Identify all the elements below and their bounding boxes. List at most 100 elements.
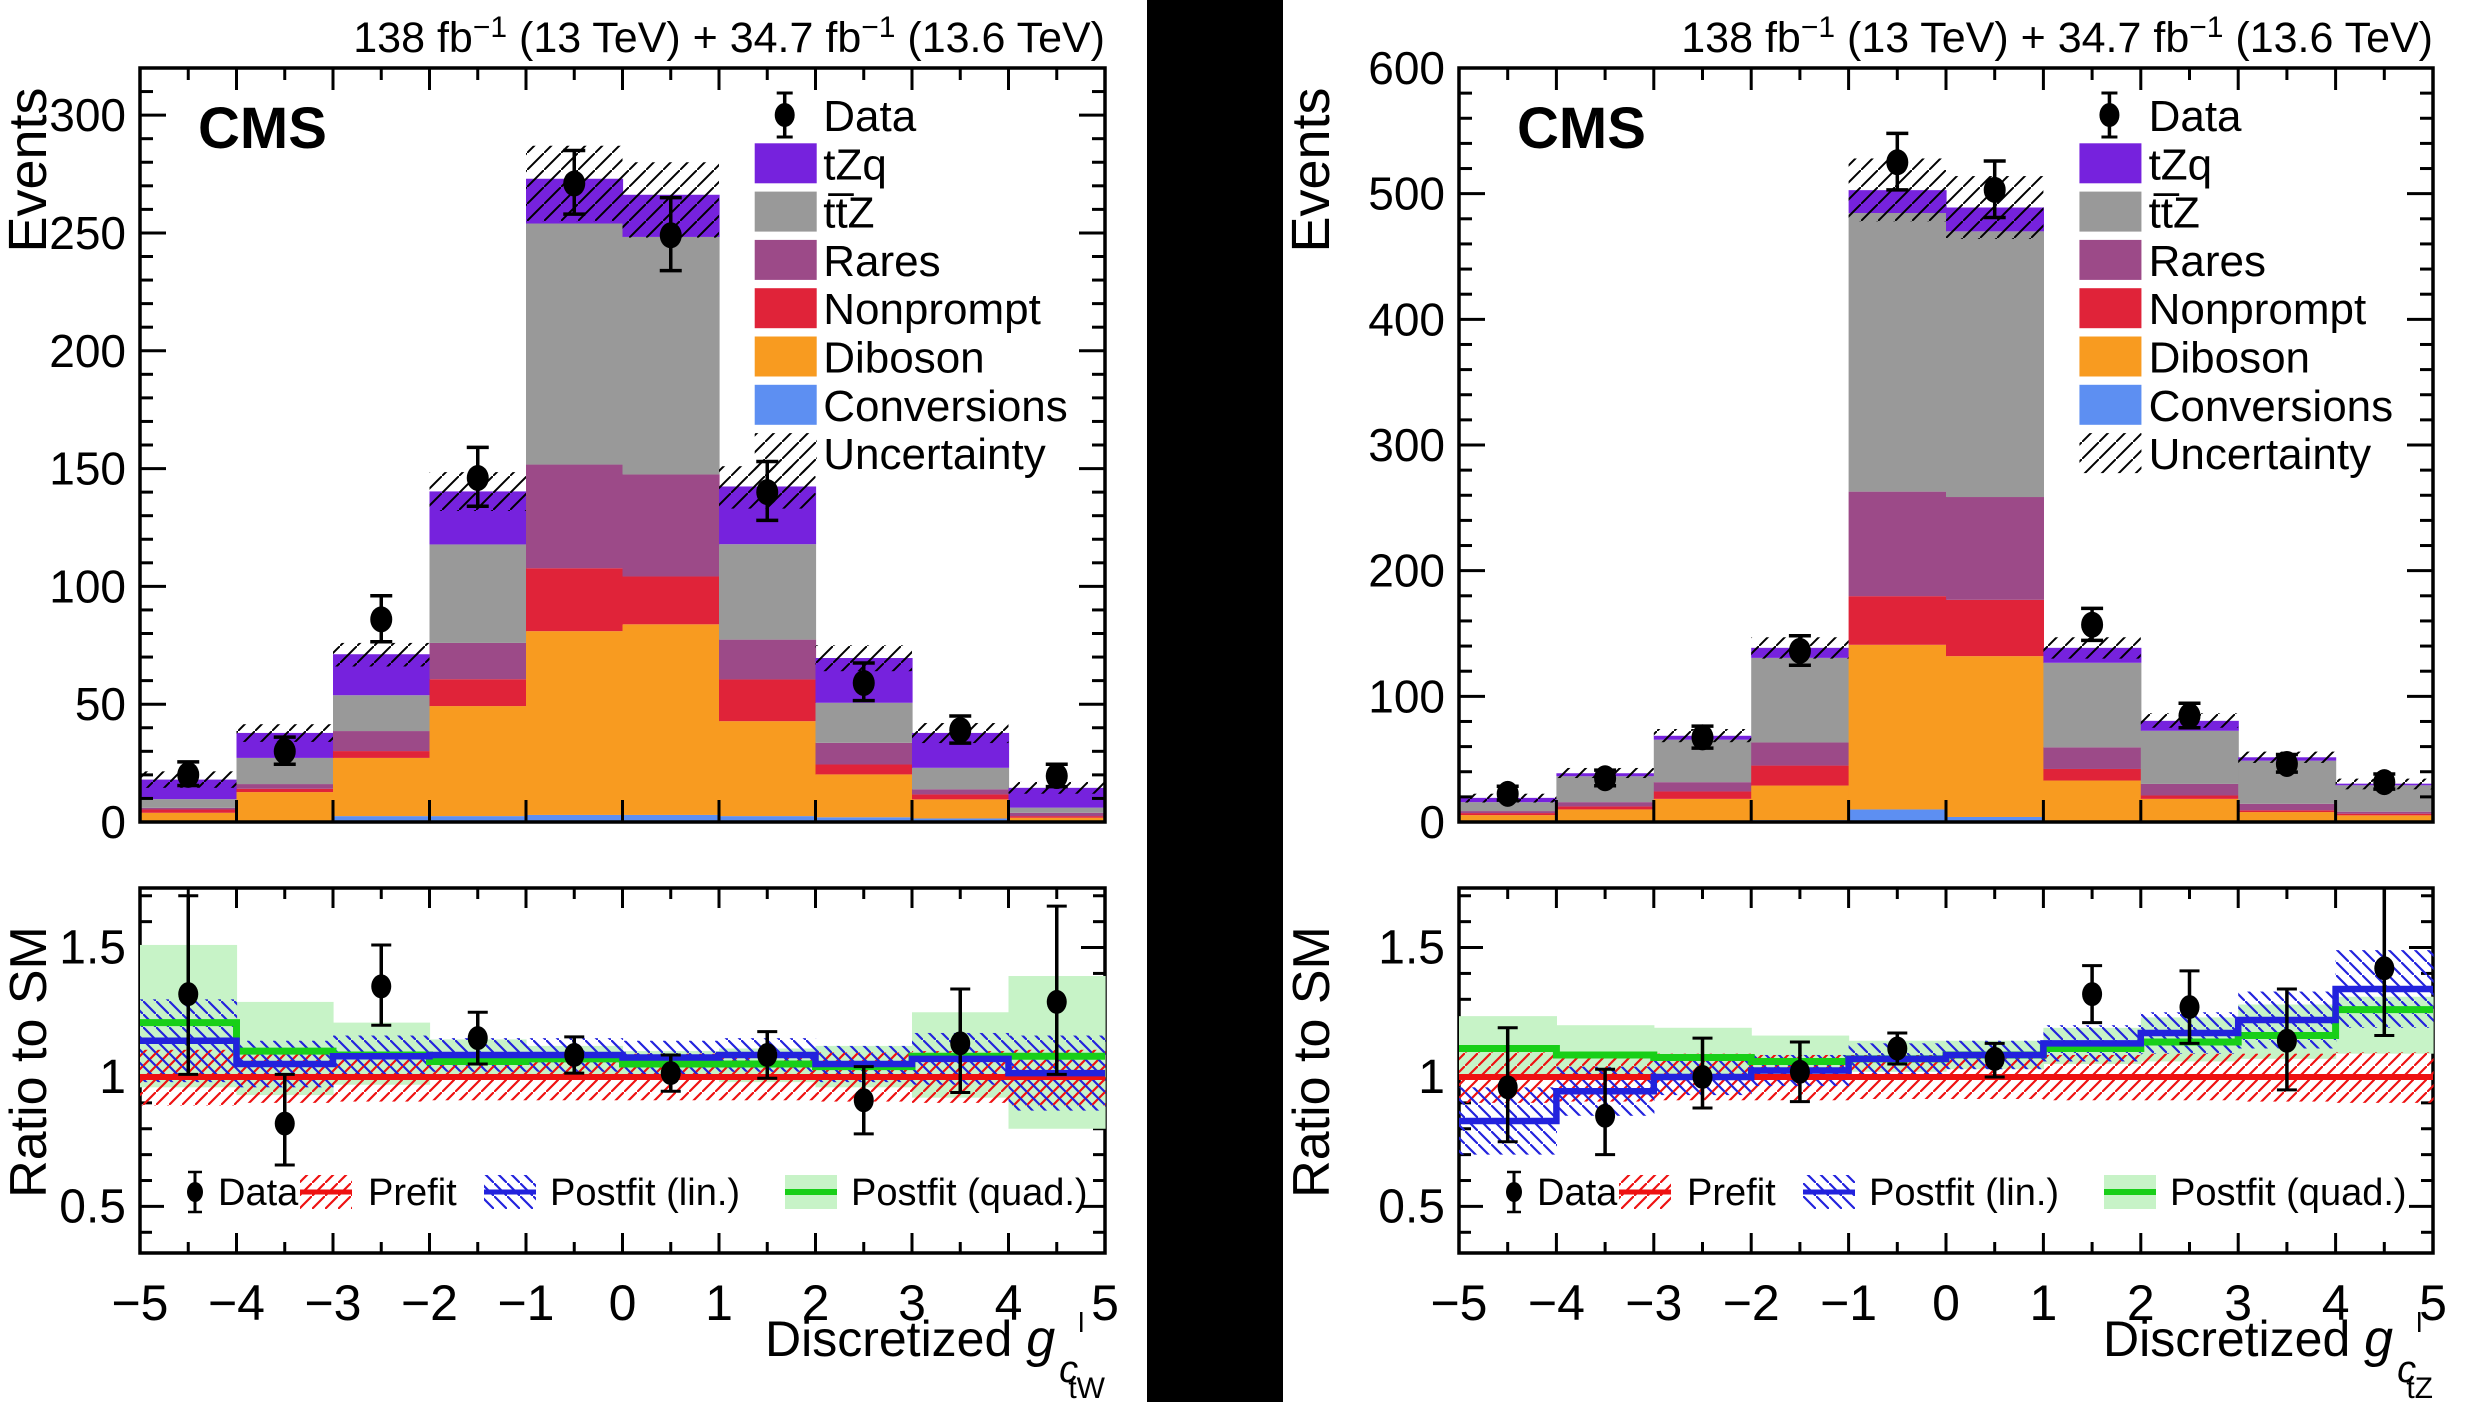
stack-segment-diboson — [429, 706, 527, 817]
stack-segment-ttz — [1751, 657, 1850, 743]
stack-segment-rares — [815, 742, 913, 765]
ratio-data-point — [274, 1111, 295, 1136]
stack-segment-conversions — [526, 814, 624, 822]
legend-label: Uncertainty — [823, 430, 1046, 479]
y-tick-label: 200 — [49, 325, 126, 377]
stack-segment-diboson — [1751, 785, 1850, 821]
x-tick-label: 4 — [2322, 1275, 2350, 1331]
x-tick-label: 0 — [609, 1275, 637, 1331]
data-point — [1045, 763, 1068, 790]
superscript: −1 — [2189, 11, 2223, 44]
x-tick-label: 4 — [995, 1275, 1023, 1331]
stack-segment-rares — [719, 639, 817, 680]
ratio-data-point — [1887, 1036, 1908, 1061]
postfit-lin-line — [140, 1037, 1105, 1077]
ratio-data-point — [853, 1088, 874, 1113]
stack-segment-diboson — [815, 774, 913, 818]
y-tick-label: 200 — [1368, 545, 1445, 597]
data-point — [949, 717, 972, 744]
data-point — [852, 669, 875, 696]
ratio-tick-label: 1 — [99, 1051, 126, 1104]
stack-segment-rares — [2140, 783, 2239, 796]
x-tick-label: 5 — [2419, 1275, 2447, 1331]
x-tick-label: −1 — [497, 1275, 554, 1331]
uncertainty-bin — [236, 724, 333, 742]
stack-segment-rares — [429, 642, 527, 680]
main-legend: DatatZqtt̅ZRaresNonpromptDibosonConversi… — [754, 91, 1068, 479]
stack-segment-rares — [2238, 803, 2337, 811]
stack-segment-rares — [1008, 812, 1106, 817]
stack-segment-diboson — [333, 757, 431, 817]
legend-label: Conversions — [2149, 382, 2394, 431]
stack-segment-conversions — [622, 814, 720, 822]
stack-segment-ttz — [333, 695, 431, 732]
legend-swatch-ttZ — [754, 191, 817, 232]
ratio-data-point — [564, 1042, 585, 1067]
stack-segment-nonprompt — [719, 679, 817, 722]
stack-segment-nonprompt — [1653, 791, 1752, 799]
legend-swatch-Rares — [2079, 239, 2142, 280]
data-point — [756, 479, 779, 506]
stack-segment-nonprompt — [1848, 596, 1947, 645]
stack-segment-nonprompt — [815, 764, 913, 775]
stack-segment-diboson — [2043, 780, 2142, 821]
data-point — [466, 464, 489, 491]
legend-swatch-Nonprompt — [2079, 288, 2142, 329]
ratio-data-point — [1789, 1059, 1810, 1084]
stack-segment-ttz — [815, 702, 913, 743]
y-tick-label: 400 — [1368, 293, 1445, 345]
legend-label: Rares — [2149, 237, 2266, 286]
stack-segment-nonprompt — [140, 809, 238, 813]
ratio-legend-label: Data — [1537, 1172, 1618, 1214]
ratio-data-point — [1046, 989, 1067, 1014]
x-tick-label: −3 — [1625, 1275, 1682, 1331]
y-tick-label: 250 — [49, 207, 126, 259]
legend-swatch-Diboson — [2079, 336, 2142, 377]
stack-segment-ttz — [140, 799, 238, 808]
stack-segment-diboson — [2238, 812, 2337, 822]
ratio-legend-label: Postfit (quad.) — [2170, 1172, 2407, 1214]
x-tick-label: −5 — [1430, 1275, 1487, 1331]
ratio-data-point — [2374, 956, 2395, 981]
superscript: −1 — [1801, 11, 1835, 44]
stack-segment-rares — [1556, 802, 1655, 807]
y-tick-label: 150 — [49, 443, 126, 495]
ratio-data-point — [371, 974, 392, 999]
stack-segment-rares — [333, 731, 431, 752]
stack-segment-nonprompt — [1556, 806, 1655, 810]
ratio-data-point — [1692, 1064, 1713, 1089]
stack-segment-conversions — [429, 816, 527, 822]
stack-segment-rares — [622, 474, 720, 577]
y-tick-label: 500 — [1368, 168, 1445, 220]
data-point — [1691, 724, 1714, 751]
data-point — [177, 761, 200, 788]
ratio-legend-label: Prefit — [1687, 1172, 1776, 1214]
stack-segment-rares — [1459, 811, 1557, 814]
main-legend: DatatZqtt̅ZRaresNonpromptDibosonConversi… — [2079, 91, 2394, 479]
lumi-title: 138 fb−1 (13 TeV) + 34.7 fb−1 (13.6 TeV) — [1681, 11, 2433, 62]
x-tick-label: 3 — [898, 1275, 926, 1331]
ratio-data-point — [1595, 1103, 1616, 1128]
stack-segment-rares — [2335, 811, 2434, 814]
stack-segment-diboson — [719, 721, 817, 817]
stack-segment-diboson — [1848, 644, 1947, 810]
ratio-data-point — [1984, 1046, 2005, 1071]
x-axis-title: Discretized gcl tW — [765, 1307, 1106, 1402]
stack-segment-diboson — [236, 792, 334, 821]
y-tick-label: 100 — [49, 560, 126, 612]
stack-segment-nonprompt — [622, 576, 720, 625]
stack-segment-ttz — [1848, 213, 1947, 492]
ratio-data-point — [757, 1042, 778, 1067]
data-point — [273, 738, 296, 765]
x-tick-label: −5 — [111, 1275, 168, 1331]
stack-segment-nonprompt — [1008, 816, 1106, 818]
ratio-data-point — [2276, 1028, 2297, 1053]
uncertainty-bin — [2043, 637, 2141, 659]
legend-swatch-Nonprompt — [754, 288, 817, 329]
superscript: −1 — [861, 11, 895, 44]
ratio-tick-label: 1.5 — [59, 922, 126, 975]
stack-segment-nonprompt — [526, 568, 624, 632]
x-tick-label: 1 — [705, 1275, 733, 1331]
data-point — [1788, 637, 1811, 664]
